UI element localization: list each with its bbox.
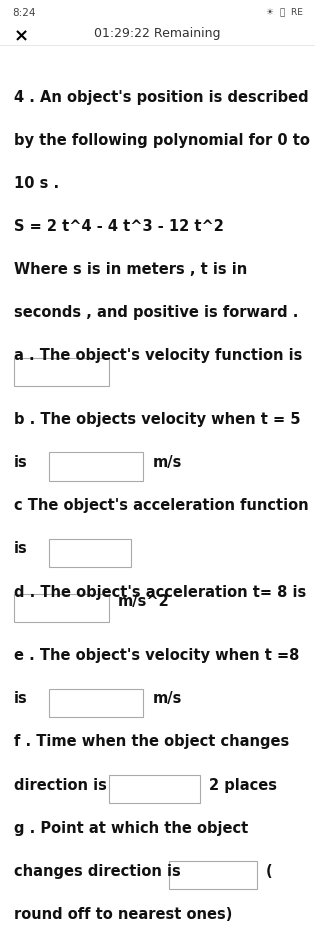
FancyBboxPatch shape [14, 358, 109, 386]
Text: m/s: m/s [153, 456, 182, 471]
Text: changes direction is: changes direction is [14, 864, 181, 879]
Text: b . The objects velocity when t = 5: b . The objects velocity when t = 5 [14, 412, 301, 427]
Text: round off to nearest ones): round off to nearest ones) [14, 907, 232, 921]
FancyBboxPatch shape [49, 453, 143, 481]
Text: direction is: direction is [14, 777, 107, 793]
Text: 10 s .: 10 s . [14, 176, 59, 191]
Text: ☀  Ⓑ  RE: ☀ Ⓑ RE [266, 8, 302, 17]
FancyBboxPatch shape [169, 861, 257, 889]
FancyBboxPatch shape [49, 539, 131, 567]
Text: 4 . An object's position is described: 4 . An object's position is described [14, 90, 309, 105]
Text: f . Time when the object changes: f . Time when the object changes [14, 735, 289, 749]
Text: (: ( [266, 864, 273, 879]
FancyBboxPatch shape [109, 775, 200, 803]
Text: by the following polynomial for 0 to: by the following polynomial for 0 to [14, 133, 310, 148]
Text: S = 2 t^4 - 4 t^3 - 12 t^2: S = 2 t^4 - 4 t^3 - 12 t^2 [14, 219, 224, 234]
Text: is: is [14, 691, 28, 706]
Text: m/s^2: m/s^2 [118, 594, 170, 609]
FancyBboxPatch shape [14, 594, 109, 622]
Text: 2 places: 2 places [209, 777, 278, 793]
Text: 8:24: 8:24 [13, 8, 36, 18]
Text: ×: × [14, 27, 29, 45]
Text: Where s is in meters , t is in: Where s is in meters , t is in [14, 262, 247, 277]
Text: m/s: m/s [153, 691, 182, 706]
Text: d . The object's acceleration t= 8 is: d . The object's acceleration t= 8 is [14, 584, 306, 599]
Text: g . Point at which the object: g . Point at which the object [14, 821, 249, 835]
Text: seconds , and positive is forward .: seconds , and positive is forward . [14, 305, 299, 320]
FancyBboxPatch shape [49, 688, 143, 717]
Text: is: is [14, 542, 28, 557]
Text: 01:29:22 Remaining: 01:29:22 Remaining [94, 27, 221, 41]
Text: c The object's acceleration function: c The object's acceleration function [14, 498, 309, 513]
Text: a . The object's velocity function is: a . The object's velocity function is [14, 348, 302, 364]
Text: is: is [14, 456, 28, 471]
Text: e . The object's velocity when t =8: e . The object's velocity when t =8 [14, 649, 300, 663]
